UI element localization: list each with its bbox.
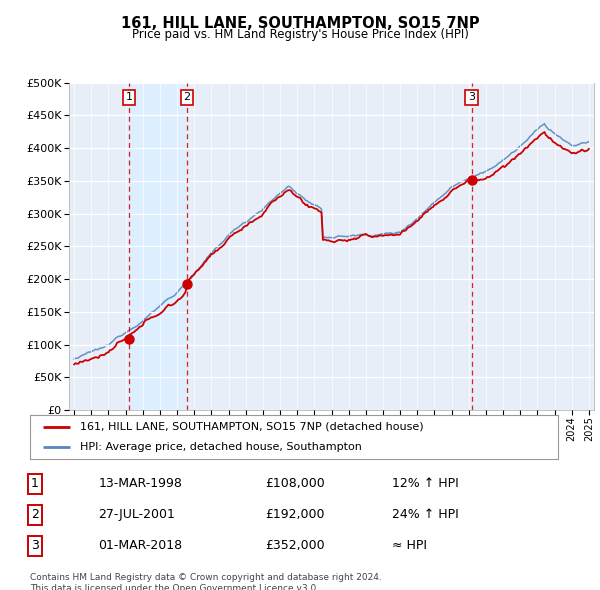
- Text: 24% ↑ HPI: 24% ↑ HPI: [392, 508, 459, 522]
- Text: 161, HILL LANE, SOUTHAMPTON, SO15 7NP: 161, HILL LANE, SOUTHAMPTON, SO15 7NP: [121, 16, 479, 31]
- Text: 13-MAR-1998: 13-MAR-1998: [98, 477, 182, 490]
- Text: ≈ HPI: ≈ HPI: [392, 539, 427, 552]
- Text: Price paid vs. HM Land Registry's House Price Index (HPI): Price paid vs. HM Land Registry's House …: [131, 28, 469, 41]
- Text: 2: 2: [184, 93, 190, 102]
- Text: £192,000: £192,000: [265, 508, 325, 522]
- Text: Contains HM Land Registry data © Crown copyright and database right 2024.
This d: Contains HM Land Registry data © Crown c…: [30, 573, 382, 590]
- Text: 01-MAR-2018: 01-MAR-2018: [98, 539, 182, 552]
- Text: 2: 2: [31, 508, 39, 522]
- Bar: [129, 83, 187, 410]
- Text: 27-JUL-2001: 27-JUL-2001: [98, 508, 175, 522]
- Text: 1: 1: [31, 477, 39, 490]
- Text: HPI: Average price, detached house, Southampton: HPI: Average price, detached house, Sout…: [80, 442, 362, 452]
- Text: 161, HILL LANE, SOUTHAMPTON, SO15 7NP (detached house): 161, HILL LANE, SOUTHAMPTON, SO15 7NP (d…: [80, 422, 424, 432]
- Text: £352,000: £352,000: [265, 539, 325, 552]
- Text: 3: 3: [31, 539, 39, 552]
- Text: £108,000: £108,000: [265, 477, 325, 490]
- Text: 3: 3: [468, 93, 475, 102]
- Text: 12% ↑ HPI: 12% ↑ HPI: [392, 477, 459, 490]
- Text: 1: 1: [126, 93, 133, 102]
